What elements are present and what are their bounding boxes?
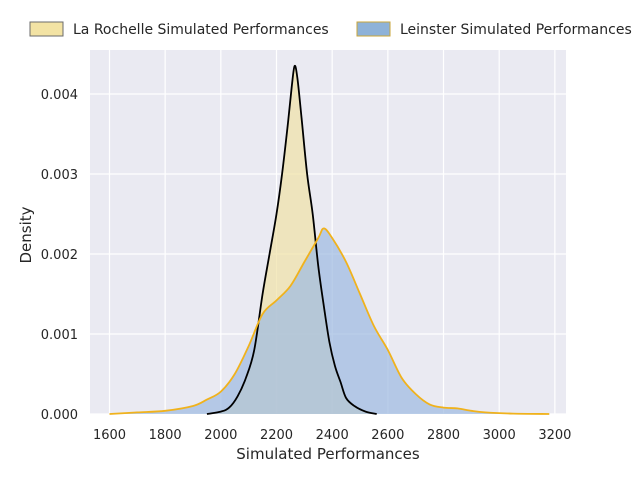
x-tick-label: 3000 [483,428,516,443]
x-tick-label: 2000 [204,428,237,443]
y-tick-label: 0.003 [41,168,78,183]
y-tick-label: 0.002 [41,248,78,263]
x-tick-label: 2200 [260,428,293,443]
legend-label-leinster: Leinster Simulated Performances [400,22,632,38]
density-line-0 [206,64,377,415]
y-tick-label: 0.001 [41,328,78,343]
y-tick-label: 0.000 [41,408,78,423]
x-tick-label: 2400 [316,428,349,443]
legend-entry-leinster: Leinster Simulated Performances [356,21,632,38]
x-tick-labels: 1600 1800 2000 2200 2400 2600 2800 3000 3200 [93,428,571,443]
legend-label-la-rochelle: La Rochelle Simulated Performances [73,22,329,38]
y-tick-label: 0.004 [41,88,78,103]
density-fill-0 [206,65,377,415]
legend-swatch-leinster [356,21,391,37]
x-axis-label: Simulated Performances [236,445,420,463]
x-tick-label: 3200 [538,428,571,443]
density-fill-1 [109,228,550,414]
density-line-1 [109,227,550,415]
density-areas [109,64,550,415]
x-tick-label: 1600 [93,428,126,443]
y-axis-label: Density [17,206,35,263]
y-tick-labels: 0.000 0.001 0.002 0.003 0.004 [41,88,78,423]
x-tick-label: 2800 [427,428,460,443]
x-tick-label: 2600 [371,428,404,443]
legend-swatch-la-rochelle [29,21,64,37]
legend: La Rochelle Simulated Performances Leins… [29,21,632,38]
x-tick-label: 1800 [149,428,182,443]
legend-entry-la-rochelle: La Rochelle Simulated Performances [29,21,329,38]
